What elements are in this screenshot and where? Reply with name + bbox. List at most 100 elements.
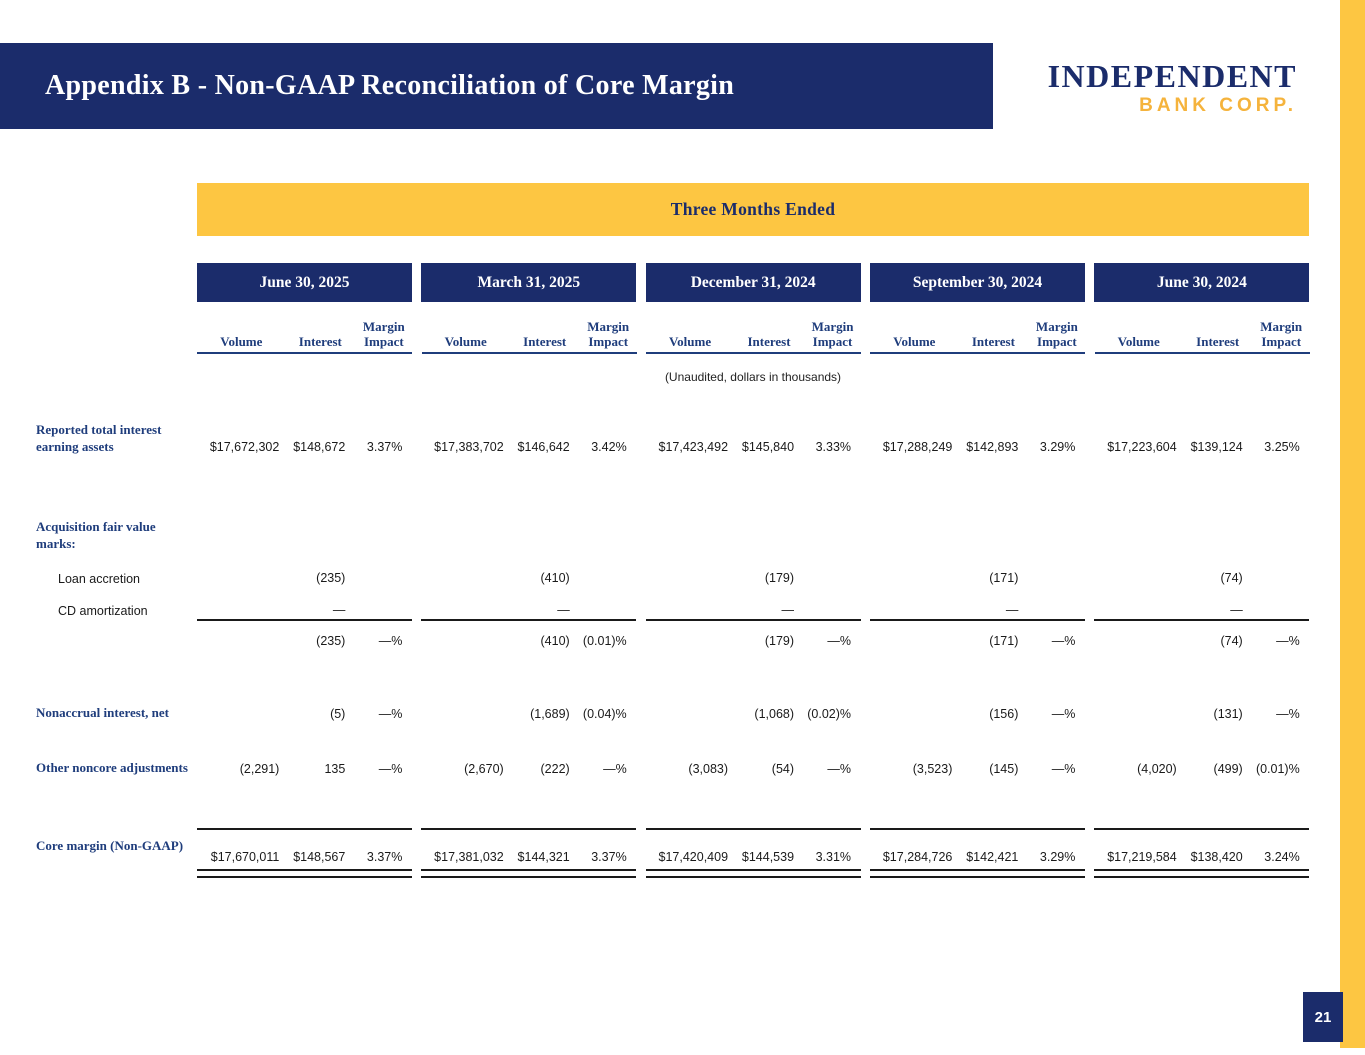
table-cell: —% <box>378 706 403 721</box>
period-group: $17,288,249 $142,893 3.29% <box>870 439 1085 455</box>
column-header: Interest <box>971 334 1015 349</box>
table-cell: $17,223,604 <box>1107 440 1177 454</box>
subtotal-rule <box>1094 619 1310 621</box>
period-group: $17,423,492 $145,840 3.33% <box>646 439 861 455</box>
subheader-group: Volume Interest Margin Impact <box>870 314 1086 354</box>
column-header: Interest <box>523 334 567 349</box>
table-cell: $17,383,702 <box>434 440 504 454</box>
total-rule <box>645 828 861 830</box>
table-cell: 3.31% <box>815 850 852 864</box>
period-header: December 31, 2024 <box>645 263 861 302</box>
table-cell: 135 <box>324 761 346 776</box>
double-total-rule <box>421 869 637 878</box>
period-group: $17,284,726 $142,421 3.29% <box>870 849 1085 865</box>
table-cell: (4,020) <box>1137 761 1177 776</box>
logo-line-independent: INDEPENDENT <box>1047 58 1297 94</box>
table-cell: —% <box>1276 706 1300 721</box>
slide-title-bar: Appendix B - Non-GAAP Reconciliation of … <box>0 43 993 129</box>
table-cell <box>580 570 637 586</box>
table-cell: $146,642 <box>517 440 570 454</box>
period-group: (1,068) (0.02)% <box>646 706 861 722</box>
table-cell: —% <box>1051 706 1076 721</box>
table-cell <box>646 602 734 618</box>
table-cell: —% <box>378 634 403 648</box>
table-cell: 3.42% <box>591 440 627 454</box>
table-cell <box>422 633 510 649</box>
table-cell <box>1095 706 1183 722</box>
period-group: (2,291) 135 —% <box>197 761 412 777</box>
table-cell <box>197 633 285 649</box>
period-group: $17,420,409 $144,539 3.31% <box>646 849 861 865</box>
table-cell <box>804 570 861 586</box>
table-cell <box>197 570 285 586</box>
table-cell <box>1253 602 1310 618</box>
double-total-rule <box>645 869 861 878</box>
table-cell: (222) <box>540 761 570 776</box>
table-cell <box>1095 570 1183 586</box>
table-cell <box>1095 602 1183 618</box>
slide-title: Appendix B - Non-GAAP Reconciliation of … <box>45 70 735 101</box>
total-rule <box>421 828 637 830</box>
subheader-group: Volume Interest Margin Impact <box>1094 314 1310 354</box>
period-group: — <box>870 602 1085 618</box>
table-cell: $17,284,726 <box>882 850 953 864</box>
table-cell: (74) <box>1220 634 1243 648</box>
table-cell: (0.04)% <box>582 706 627 721</box>
table-cell <box>870 570 958 586</box>
table-cell <box>422 570 510 586</box>
table-cell <box>422 602 510 618</box>
table-cell <box>870 633 958 649</box>
column-header: Margin Impact <box>587 319 630 349</box>
period-group: (74) —% <box>1095 633 1310 649</box>
period-group: (5) —% <box>197 706 412 722</box>
table-cell <box>1028 602 1085 618</box>
table-cell <box>870 706 958 722</box>
table-cell: —% <box>1051 761 1076 776</box>
period-group: (235) <box>197 570 412 586</box>
table-row: Acquisition fair value marks: <box>36 519 1314 552</box>
period-group: (3,083) (54) —% <box>646 761 861 777</box>
table-cell: (0.01)% <box>582 634 627 648</box>
period-group: (410) (0.01)% <box>422 633 637 649</box>
table-cell: $148,672 <box>293 440 346 454</box>
row-label: CD amortization <box>58 604 148 618</box>
table-row: Nonaccrual interest, net (5) —% (1,689) (0.0… <box>36 705 1314 722</box>
table-cell: (1,068) <box>754 706 795 721</box>
table-cell <box>646 706 734 722</box>
period-group: — <box>1095 602 1310 618</box>
table-cell: 3.33% <box>815 440 852 454</box>
column-header: Volume <box>444 334 487 349</box>
table-cell: —% <box>378 761 403 776</box>
table-cell: 3.25% <box>1264 440 1300 454</box>
table-row: Reported total interest earning assets $1… <box>36 422 1314 455</box>
table-cell <box>355 602 412 618</box>
period-header: September 30, 2024 <box>870 263 1086 302</box>
table-cell: (3,523) <box>912 761 953 776</box>
double-total-rule <box>870 869 1086 878</box>
table-cell <box>646 633 734 649</box>
row-label: Loan accretion <box>58 572 141 586</box>
column-header: Margin Impact <box>811 319 854 349</box>
table-cell: $145,840 <box>741 440 795 454</box>
table-cell: (74) <box>1220 571 1243 585</box>
period-group: $17,223,604 $139,124 3.25% <box>1095 439 1310 455</box>
table-cell: (145) <box>989 761 1019 776</box>
total-rule <box>870 828 1086 830</box>
table-row: Loan accretion (235) (410) (179) (171) (74) <box>36 570 1314 586</box>
gold-edge-stripe <box>1340 0 1365 1048</box>
table-cell <box>197 706 285 722</box>
period-group: (171) —% <box>870 633 1085 649</box>
table-cell <box>1095 633 1183 649</box>
table-cell: —% <box>1276 634 1300 648</box>
table-cell: —% <box>827 634 852 648</box>
period-group: (171) <box>870 570 1085 586</box>
column-header: Interest <box>1196 334 1240 349</box>
row-label: Nonaccrual interest, net <box>36 705 169 720</box>
table-cell <box>1253 570 1310 586</box>
row-label: Core margin (Non-GAAP) <box>36 838 184 853</box>
period-group: — <box>422 602 637 618</box>
subheader-group: Volume Interest Margin Impact <box>646 314 862 354</box>
table-cell: — <box>1005 603 1019 617</box>
column-header: Margin Impact <box>362 319 405 349</box>
period-group: $17,219,584 $138,420 3.24% <box>1095 849 1310 865</box>
